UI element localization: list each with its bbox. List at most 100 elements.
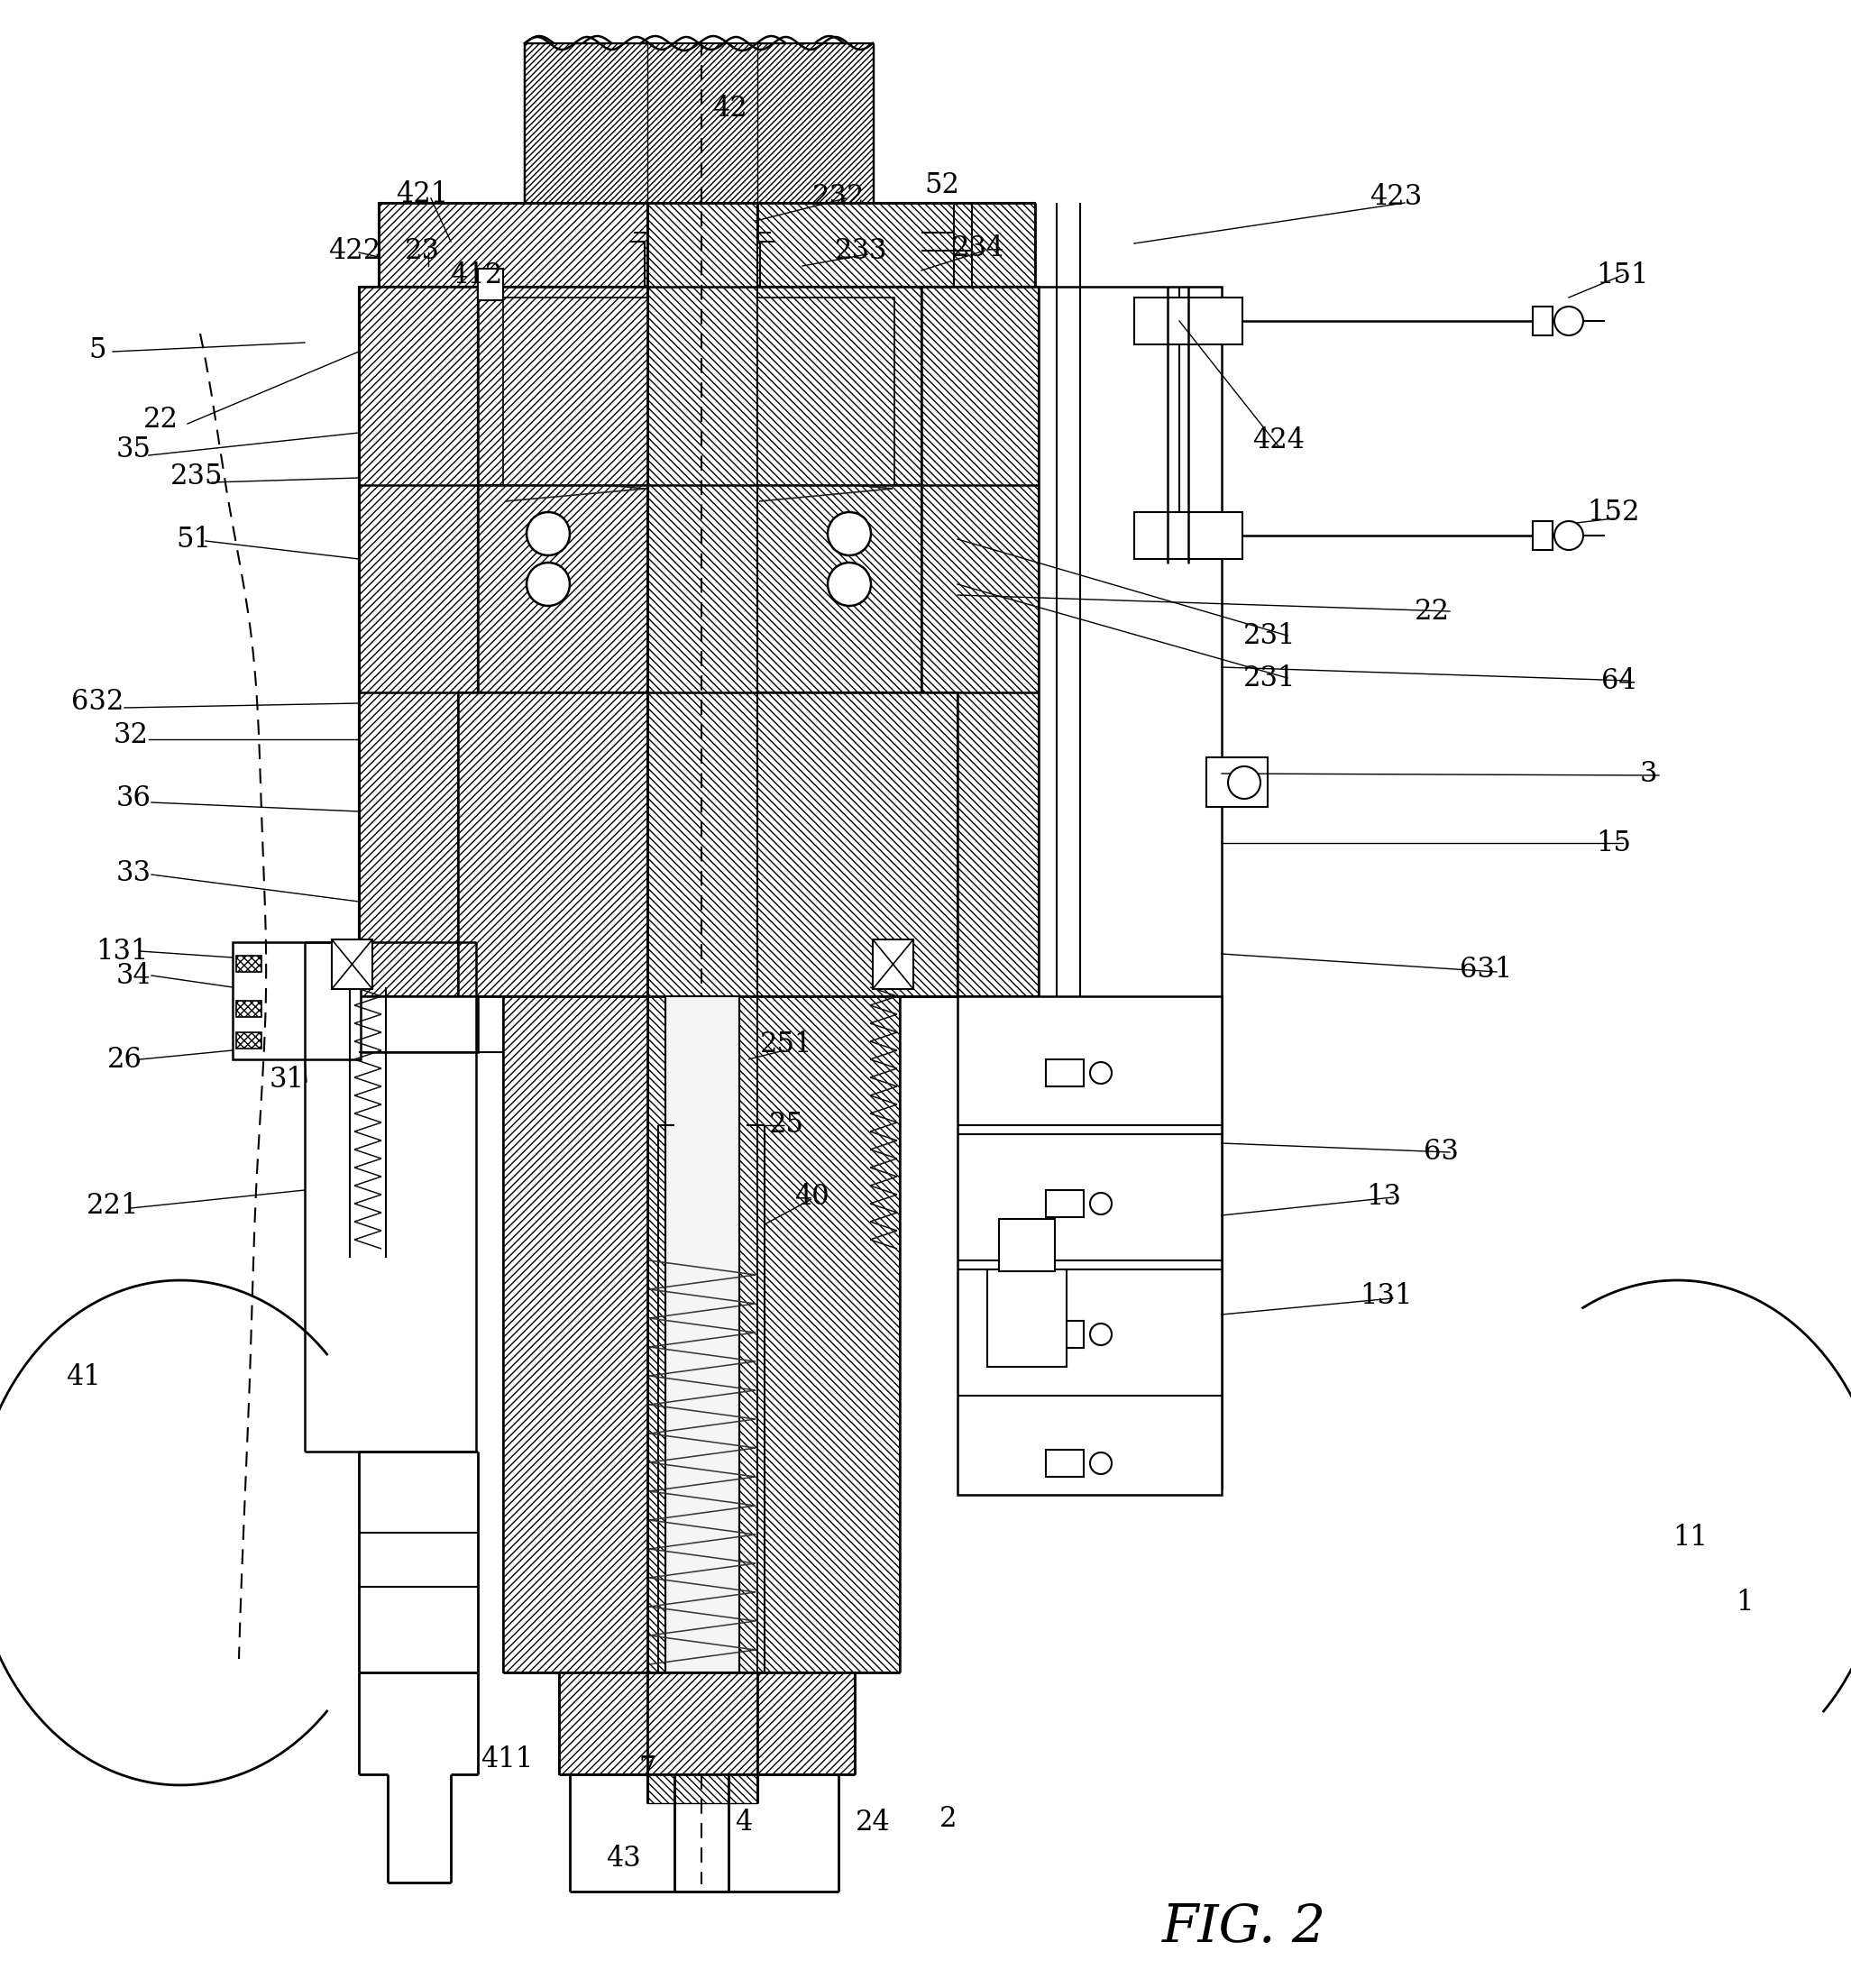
Polygon shape [524, 44, 648, 203]
Text: 36: 36 [117, 783, 152, 811]
Text: 40: 40 [794, 1183, 829, 1211]
Bar [874, 940, 913, 990]
Text: 632: 632 [70, 688, 124, 716]
Text: 131: 131 [96, 936, 148, 964]
Polygon shape [478, 286, 648, 485]
Bar [1046, 1320, 1083, 1348]
Bar [1038, 286, 1222, 1487]
Text: 151: 151 [1597, 260, 1649, 288]
Text: 22: 22 [143, 406, 178, 433]
Text: 424: 424 [1253, 425, 1305, 453]
Text: 15: 15 [1596, 829, 1631, 857]
Text: 2: 2 [940, 1805, 957, 1833]
Polygon shape [757, 996, 900, 1672]
Text: 64: 64 [1601, 666, 1636, 694]
Text: 411: 411 [481, 1745, 533, 1773]
Polygon shape [757, 692, 957, 996]
Text: 234: 234 [951, 235, 1005, 262]
Polygon shape [503, 298, 648, 485]
Text: 35: 35 [117, 435, 152, 463]
Polygon shape [457, 692, 648, 996]
Text: 7: 7 [639, 1755, 655, 1783]
Text: 25: 25 [768, 1111, 803, 1139]
Text: 4: 4 [735, 1809, 753, 1837]
Text: 251: 251 [759, 1030, 813, 1058]
Bar [1533, 306, 1553, 336]
Text: 422: 422 [328, 237, 381, 264]
Circle shape [1090, 1453, 1112, 1473]
Text: 221: 221 [87, 1193, 139, 1221]
Bar [331, 940, 372, 990]
Circle shape [526, 563, 570, 606]
Text: 32: 32 [113, 722, 148, 749]
Polygon shape [757, 203, 1035, 286]
Polygon shape [757, 298, 894, 485]
Text: 63: 63 [1423, 1139, 1459, 1167]
Polygon shape [478, 485, 648, 692]
Text: 22: 22 [1414, 596, 1449, 626]
Text: 11: 11 [1673, 1523, 1708, 1551]
Polygon shape [757, 485, 922, 692]
Text: 51: 51 [176, 525, 211, 553]
Text: 31: 31 [268, 1066, 304, 1093]
Polygon shape [559, 1672, 855, 1775]
Circle shape [526, 513, 570, 555]
Text: 152: 152 [1588, 499, 1640, 527]
Text: 231: 231 [1244, 622, 1296, 650]
Bar [478, 268, 503, 300]
Bar [1135, 298, 1242, 344]
Text: 52: 52 [926, 171, 961, 199]
Circle shape [1555, 306, 1583, 336]
Text: 231: 231 [1244, 664, 1296, 692]
Text: 5: 5 [89, 336, 106, 364]
Bar [359, 996, 478, 1052]
Polygon shape [359, 286, 478, 996]
Text: 631: 631 [1460, 954, 1512, 984]
Bar [957, 996, 1222, 1495]
Bar [1135, 513, 1242, 559]
Bar [1046, 1060, 1083, 1085]
Polygon shape [757, 286, 922, 485]
Bar [1046, 1191, 1083, 1217]
Circle shape [1090, 1324, 1112, 1346]
Circle shape [1227, 765, 1261, 799]
Circle shape [827, 513, 872, 555]
Circle shape [827, 563, 872, 606]
Text: 13: 13 [1366, 1183, 1401, 1211]
Circle shape [1090, 1062, 1112, 1083]
Bar [1046, 1449, 1083, 1477]
Bar [233, 942, 361, 1060]
Polygon shape [648, 203, 757, 1803]
Text: 131: 131 [1360, 1282, 1412, 1310]
Bar [665, 996, 739, 1672]
Text: 1: 1 [1736, 1588, 1753, 1616]
Text: 34: 34 [117, 962, 152, 990]
Text: 42: 42 [713, 93, 748, 121]
Text: 24: 24 [855, 1809, 890, 1837]
Text: 3: 3 [1640, 759, 1657, 787]
Text: 232: 232 [813, 183, 864, 211]
Bar [1207, 757, 1268, 807]
Circle shape [1555, 521, 1583, 551]
Bar [1533, 521, 1553, 551]
Text: 412: 412 [450, 260, 502, 288]
Circle shape [1090, 1193, 1112, 1215]
Polygon shape [503, 996, 648, 1672]
Bar [237, 1000, 261, 1018]
Bar [1000, 1219, 1055, 1270]
Text: 41: 41 [65, 1364, 100, 1392]
Text: 26: 26 [107, 1046, 143, 1074]
Text: 23: 23 [404, 237, 439, 264]
Bar [237, 956, 261, 972]
Polygon shape [379, 203, 648, 286]
Polygon shape [524, 44, 874, 203]
Polygon shape [757, 44, 874, 203]
Bar [237, 1032, 261, 1048]
Bar [987, 1270, 1066, 1368]
Text: 33: 33 [117, 859, 152, 887]
Text: 43: 43 [607, 1845, 642, 1873]
Text: FIG. 2: FIG. 2 [1162, 1903, 1327, 1952]
Polygon shape [922, 286, 1038, 996]
Text: 233: 233 [835, 237, 887, 264]
Text: 423: 423 [1370, 183, 1422, 211]
